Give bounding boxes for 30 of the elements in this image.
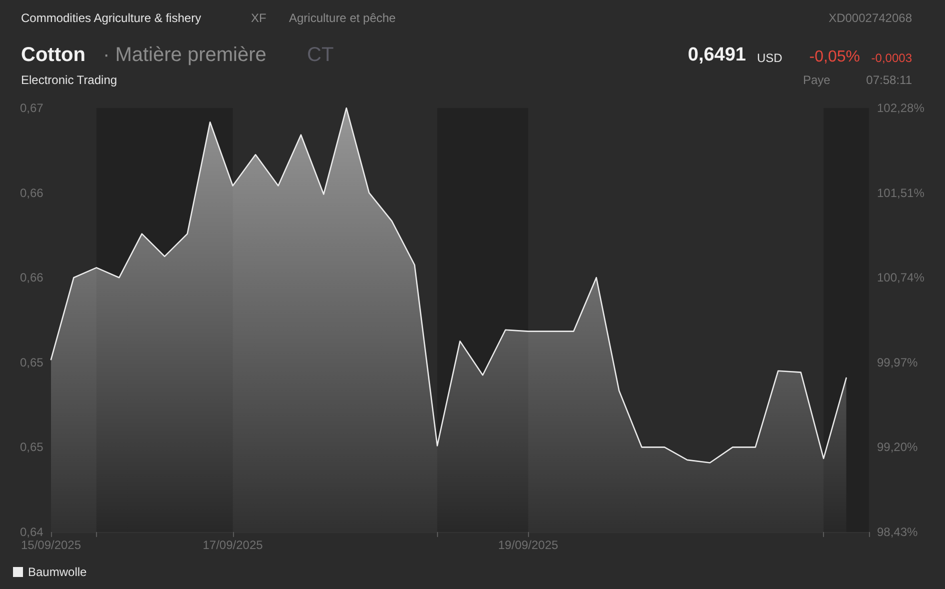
x-tick-label: 15/09/2025 [20, 538, 82, 552]
y-tick-label: 0,65 [20, 355, 44, 370]
text: 07:58:11 [866, 73, 912, 87]
text: -0,0003 [871, 51, 912, 65]
y-tick-label: 0,65 [20, 440, 44, 454]
text: XD0002742068 [828, 11, 912, 25]
text: Paye [803, 73, 831, 87]
y-tick-label: 0,64 [20, 525, 44, 539]
text: -0,05% [809, 48, 860, 66]
y2-tick-label: 101,51% [877, 186, 925, 200]
chart-title: Cotton [21, 44, 86, 66]
y2-tick-label: 99,20% [877, 440, 918, 454]
text: Agriculture et pêche [289, 11, 396, 25]
text: 0,6491 [688, 44, 746, 66]
x-tick-label: 17/09/2025 [202, 538, 264, 552]
text: XF [251, 11, 266, 25]
y2-tick-label: 98,43% [877, 525, 918, 539]
legend-label: Baumwolle [28, 565, 88, 579]
x-tick-label: 19/09/2025 [498, 538, 559, 552]
text: Commodities Agriculture & fishery [21, 11, 202, 25]
y2-tick-label: 99,97% [877, 355, 918, 370]
text: USD [757, 51, 783, 65]
y-tick-label: 0,67 [20, 101, 44, 115]
text: CT [307, 44, 334, 66]
chart-subtitle: · Matière première [103, 44, 266, 66]
text: Electronic Trading [21, 73, 118, 87]
y2-tick-label: 102,28% [877, 101, 925, 115]
y2-tick-label: 100,74% [877, 270, 925, 285]
y-tick-label: 0,66 [20, 186, 44, 200]
y-tick-label: 0,66 [20, 270, 44, 285]
